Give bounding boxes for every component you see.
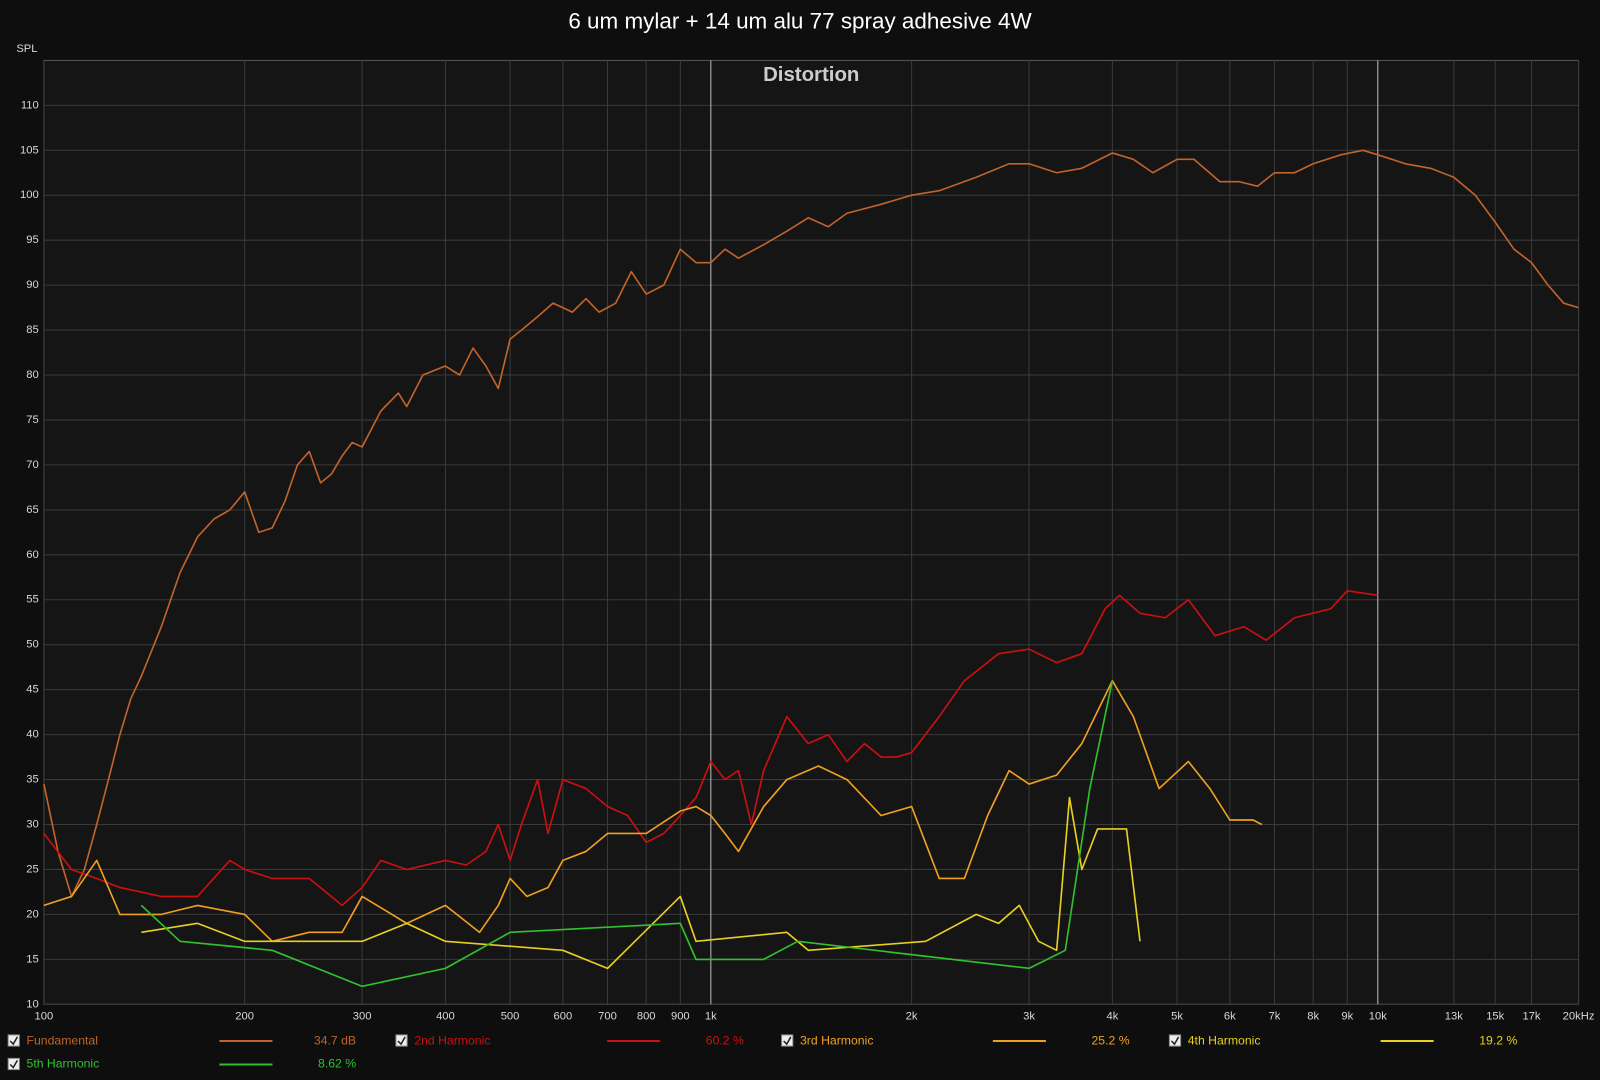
y-tick-label: 60	[26, 549, 38, 561]
legend-item[interactable]: 3rd Harmonic 25.2 %	[781, 1033, 1130, 1047]
legend-name: 2nd Harmonic	[414, 1033, 490, 1047]
plot-area	[43, 59, 1580, 1005]
series-line	[43, 590, 1378, 907]
legend-value: 25.2 %	[1091, 1033, 1129, 1047]
x-tick-label: 200	[235, 1010, 254, 1022]
y-axis-label: SPL	[16, 43, 37, 55]
x-tick-label: 15k	[1486, 1010, 1504, 1022]
legend-check	[783, 1036, 792, 1046]
legend-value: 60.2 %	[706, 1033, 744, 1047]
legend-item[interactable]: 4th Harmonic 19.2 %	[1168, 1033, 1517, 1047]
x-tick-label: 4k	[1106, 1010, 1118, 1022]
legend-checkbox[interactable]	[7, 1034, 20, 1047]
legend-check	[9, 1036, 19, 1046]
y-tick-label: 20	[26, 908, 38, 920]
legend-check	[1170, 1036, 1180, 1046]
y-tick-label: 80	[26, 369, 38, 381]
x-tick-label: 400	[436, 1010, 455, 1022]
x-tick-label: 3k	[1023, 1010, 1035, 1022]
legend-value: 8.62 %	[318, 1057, 356, 1071]
x-tick-label: 100	[35, 1010, 54, 1022]
x-tick-label: 600	[554, 1010, 573, 1022]
legend-value: 19.2 %	[1479, 1033, 1517, 1047]
series-line	[43, 149, 1579, 898]
legend-checkbox[interactable]	[781, 1034, 794, 1047]
legend-name: 5th Harmonic	[27, 1057, 100, 1071]
y-tick-label: 95	[26, 234, 38, 246]
x-tick-label: 300	[353, 1010, 372, 1022]
x-tick-label: 6k	[1224, 1010, 1236, 1022]
x-tick-label: 10k	[1369, 1010, 1387, 1022]
x-tick-label: 1k	[705, 1010, 717, 1022]
series-line	[43, 679, 1263, 943]
x-tick-label: 13k	[1445, 1010, 1463, 1022]
y-tick-label: 100	[20, 189, 39, 201]
series-line	[140, 680, 1114, 988]
y-tick-label: 15	[26, 953, 38, 965]
x-tick-label: 17k	[1522, 1010, 1540, 1022]
legend-checkbox[interactable]	[1168, 1034, 1182, 1047]
y-tick-label: 35	[26, 774, 38, 786]
legend-name: Fundamental	[27, 1033, 98, 1047]
y-tick-label: 45	[26, 684, 38, 696]
y-tick-label: 70	[26, 459, 38, 471]
y-tick-label: 65	[26, 504, 38, 516]
y-tick-label: 30	[26, 818, 38, 830]
legend-checkbox[interactable]	[395, 1034, 408, 1047]
x-tick-label: 8k	[1307, 1010, 1319, 1022]
y-tick-label: 55	[26, 594, 38, 606]
y-tick-label: 105	[20, 144, 39, 156]
x-tick-label: 20kHz	[1563, 1010, 1595, 1022]
legend-value: 34.7 dB	[314, 1033, 356, 1047]
legend-check	[397, 1036, 406, 1046]
x-tick-label: 700	[598, 1010, 617, 1022]
legend-item[interactable]: 5th Harmonic 8.62 %	[7, 1057, 356, 1071]
y-tick-label: 75	[26, 414, 38, 426]
legend-item[interactable]: 2nd Harmonic 60.2 %	[395, 1033, 744, 1047]
x-tick-label: 500	[501, 1010, 520, 1022]
y-tick-label: 50	[26, 639, 38, 651]
grid: 10 15 20 25 30 35 40 45 50 55 60 65 70 75 80 85 90 95 100 1…	[20, 60, 1595, 1022]
legend-name: 4th Harmonic	[1188, 1033, 1261, 1047]
legend: Fundamental 34.7 dB 2nd Harmonic 60.2 % 3rd …	[7, 1033, 1517, 1071]
legend-checkbox[interactable]	[7, 1057, 20, 1071]
x-tick-label: 2k	[906, 1010, 918, 1022]
x-tick-label: 7k	[1269, 1010, 1281, 1022]
legend-check	[9, 1060, 19, 1069]
chart-subtitle: Distortion	[763, 64, 859, 86]
y-tick-label: 110	[21, 99, 39, 111]
x-tick-label: 900	[671, 1010, 690, 1022]
x-tick-label: 5k	[1171, 1010, 1183, 1022]
lines	[43, 149, 1579, 988]
y-tick-label: 85	[26, 324, 38, 336]
x-tick-label: 800	[637, 1010, 656, 1022]
y-tick-label: 10	[26, 998, 38, 1010]
legend-name: 3rd Harmonic	[800, 1033, 873, 1047]
chart-title: 6 um mylar + 14 um alu 77 spray adhesive…	[568, 9, 1032, 34]
series-line	[141, 796, 1141, 970]
x-tick-label: 9k	[1341, 1010, 1353, 1022]
y-tick-label: 90	[26, 279, 38, 291]
y-tick-label: 25	[26, 863, 38, 875]
y-tick-label: 40	[26, 729, 38, 741]
legend-item[interactable]: Fundamental 34.7 dB	[7, 1033, 356, 1047]
